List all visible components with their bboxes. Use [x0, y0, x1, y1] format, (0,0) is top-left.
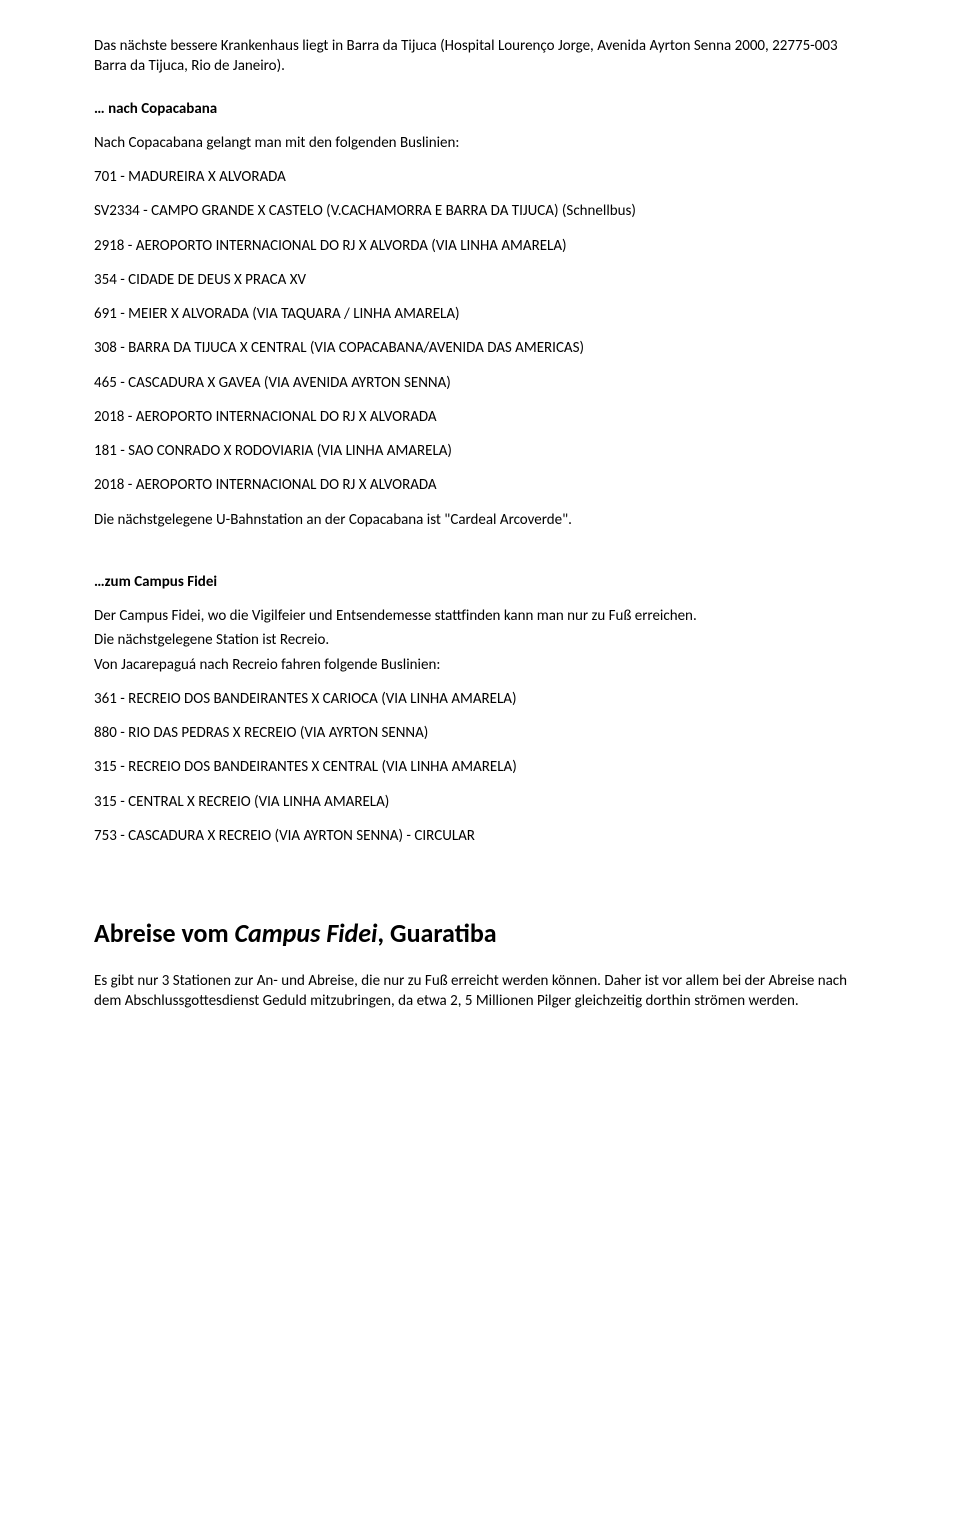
bus-line: 880 - RIO DAS PEDRAS X RECREIO (VIA AYRT… — [94, 723, 866, 743]
section-head-fidei: …zum Campus Fidei — [94, 572, 866, 592]
abreise-title: Abreise vom Campus Fidei, Guaratiba — [94, 916, 866, 951]
bus-line: 2918 - AEROPORTO INTERNACIONAL DO RJ X A… — [94, 236, 866, 256]
intro-paragraph: Das nächste bessere Krankenhaus liegt in… — [94, 36, 866, 77]
bus-line: 2018 - AEROPORTO INTERNACIONAL DO RJ X A… — [94, 407, 866, 427]
bus-line: 315 - CENTRAL X RECREIO (VIA LINHA AMARE… — [94, 792, 866, 812]
bus-line: 354 - CIDADE DE DEUS X PRACA XV — [94, 270, 866, 290]
bus-line: 181 - SAO CONRADO X RODOVIARIA (VIA LINH… — [94, 441, 866, 461]
bus-line: 315 - RECREIO DOS BANDEIRANTES X CENTRAL… — [94, 757, 866, 777]
abreise-title-part-a: Abreise vom — [94, 917, 235, 949]
bus-line: 701 - MADUREIRA X ALVORADA — [94, 167, 866, 187]
fidei-lead-c: Von Jacarepaguá nach Recreio fahren folg… — [94, 655, 866, 675]
abreise-title-part-b: , Guaratiba — [377, 917, 496, 949]
bus-line: 361 - RECREIO DOS BANDEIRANTES X CARIOCA… — [94, 689, 866, 709]
fidei-lead-b: Die nächstgelegene Station ist Recreio. — [94, 630, 866, 650]
fidei-lead-a: Der Campus Fidei, wo die Vigilfeier und … — [94, 606, 866, 626]
abreise-title-italic: Campus Fidei — [235, 917, 378, 949]
bus-line: SV2334 - CAMPO GRANDE X CASTELO (V.CACHA… — [94, 201, 866, 221]
abreise-body: Es gibt nur 3 Stationen zur An- und Abre… — [94, 971, 866, 1012]
bus-line: 308 - BARRA DA TIJUCA X CENTRAL (VIA COP… — [94, 338, 866, 358]
bus-line: 753 - CASCADURA X RECREIO (VIA AYRTON SE… — [94, 826, 866, 846]
section-head-copacabana: … nach Copacabana — [94, 99, 866, 119]
bus-line: 465 - CASCADURA X GAVEA (VIA AVENIDA AYR… — [94, 373, 866, 393]
copacabana-lead: Nach Copacabana gelangt man mit den folg… — [94, 133, 866, 153]
bus-line: 691 - MEIER X ALVORADA (VIA TAQUARA / LI… — [94, 304, 866, 324]
document-page: Das nächste bessere Krankenhaus liegt in… — [0, 0, 960, 1520]
copacabana-station: Die nächstgelegene U-Bahnstation an der … — [94, 510, 866, 530]
bus-line: 2018 - AEROPORTO INTERNACIONAL DO RJ X A… — [94, 475, 866, 495]
